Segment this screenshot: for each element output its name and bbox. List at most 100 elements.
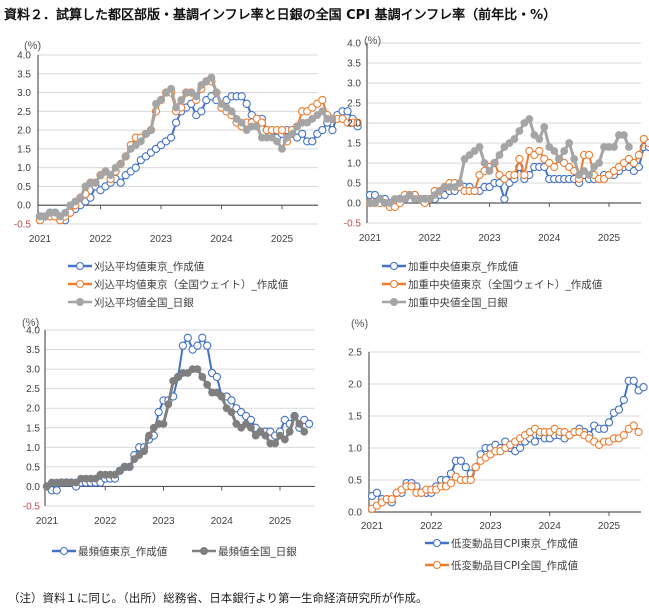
data-point xyxy=(237,118,246,127)
data-point xyxy=(172,103,181,112)
data-point xyxy=(227,396,236,405)
y-tick-label: 4.0 xyxy=(17,51,31,62)
data-point xyxy=(198,373,207,381)
data-point xyxy=(387,495,396,504)
y-tick-label: 3.0 xyxy=(26,365,40,376)
x-tick-label: 2021 xyxy=(359,233,382,244)
data-point xyxy=(585,171,593,179)
data-point xyxy=(425,195,434,203)
data-point xyxy=(318,95,327,105)
y-unit-label: (%) xyxy=(24,40,41,52)
x-tick-label: 2022 xyxy=(89,234,112,245)
legend-marker-swatch xyxy=(75,297,85,307)
legend-item: 低変動品目CPI全国_作成値 xyxy=(425,559,579,572)
data-point xyxy=(535,135,544,143)
data-point xyxy=(371,199,379,207)
y-tick-label: 0.5 xyxy=(347,179,361,190)
data-point xyxy=(495,151,504,159)
data-point xyxy=(619,395,628,405)
data-point xyxy=(520,119,529,127)
data-point xyxy=(177,96,186,104)
chart-weighted-median: 4.0 3.5 3.0 2.5 2.0 1.5 1.0 0.5 0.0 -0.5 (%) 2021 20… xyxy=(344,35,649,309)
data-point xyxy=(525,115,534,123)
data-point xyxy=(203,380,212,389)
data-point xyxy=(620,131,628,139)
data-point xyxy=(500,194,509,204)
data-point xyxy=(604,418,614,427)
y-tick-label: 3.5 xyxy=(347,59,361,70)
series-3 xyxy=(366,115,633,207)
data-point xyxy=(515,154,524,164)
data-point xyxy=(293,122,302,131)
chart-low-volatility: 2.5 2.0 1.5 1.0 0.5 0.0 (%) 2021 2022 2023 2024 202… xyxy=(348,318,648,572)
data-point xyxy=(545,143,554,151)
series-line xyxy=(46,336,310,492)
legend-marker-swatch xyxy=(389,279,399,289)
x-tick-label: 2023 xyxy=(150,234,173,245)
data-point xyxy=(51,208,60,217)
data-point xyxy=(268,133,276,142)
data-point xyxy=(510,170,519,180)
data-point xyxy=(41,212,49,221)
y-tick-label: 0.0 xyxy=(26,482,40,493)
data-point xyxy=(76,193,85,202)
y-tick-label: 1.0 xyxy=(26,443,40,454)
data-point xyxy=(106,171,115,180)
data-point xyxy=(121,152,130,161)
y-tick-label: 0.0 xyxy=(348,508,362,519)
x-tick-label: 2024 xyxy=(538,233,561,244)
data-point xyxy=(480,159,489,167)
data-point xyxy=(164,400,173,409)
data-point xyxy=(629,376,638,385)
legend-item: 最頻値全国_日銀 xyxy=(192,545,297,558)
data-point xyxy=(460,155,469,163)
chart-trimmed-mean: 4.0 3.5 3.0 2.5 2.0 1.5 1.0 0.5 0.0 -0.5 (%) 2021 20… xyxy=(14,40,362,309)
data-point xyxy=(353,118,362,127)
data-point xyxy=(157,96,165,104)
data-point xyxy=(619,431,628,440)
y-tick-label: -0.5 xyxy=(344,219,362,230)
data-point xyxy=(304,419,314,429)
data-point xyxy=(328,125,337,135)
data-point xyxy=(242,126,251,135)
data-point xyxy=(308,137,317,146)
x-tick-label: 2025 xyxy=(269,516,292,527)
data-point xyxy=(111,163,120,172)
legend-item: 刈込平均値東京_作成値 xyxy=(68,260,205,273)
y-tick-label: 3.0 xyxy=(17,88,31,99)
data-point xyxy=(560,147,569,155)
data-point xyxy=(456,456,466,465)
x-tick-label: 2025 xyxy=(598,233,621,244)
data-point xyxy=(125,462,134,471)
data-point xyxy=(52,486,61,495)
data-point xyxy=(193,341,202,350)
y-tick-label: 0.5 xyxy=(348,476,362,487)
legend-item: 刈込平均値全国_日銀 xyxy=(68,296,194,309)
data-point xyxy=(599,424,609,433)
y-tick-label: 1.5 xyxy=(347,139,361,150)
legend-label: 刈込平均値東京（全国ウェイト）_作成値 xyxy=(94,278,289,291)
data-point xyxy=(318,107,327,116)
data-point xyxy=(96,171,105,180)
data-point xyxy=(634,150,644,160)
data-point xyxy=(515,443,525,453)
data-point xyxy=(261,431,270,440)
y-tick-label: 4.0 xyxy=(26,326,40,337)
data-point xyxy=(273,137,281,146)
data-point xyxy=(530,131,539,139)
x-tick-label: 2024 xyxy=(210,234,233,245)
legend-label: 刈込平均値東京_作成値 xyxy=(94,260,205,273)
data-point xyxy=(61,208,70,217)
data-point xyxy=(550,147,559,155)
data-point xyxy=(66,201,75,210)
data-point xyxy=(283,133,291,142)
data-point xyxy=(192,92,201,101)
data-point xyxy=(639,383,648,392)
data-point xyxy=(232,114,241,123)
legend-marker-swatch xyxy=(75,279,85,289)
data-point xyxy=(400,195,409,203)
legend-label: 加重中央値東京_作成値 xyxy=(408,260,519,273)
y-tick-label: -0.5 xyxy=(23,502,41,513)
